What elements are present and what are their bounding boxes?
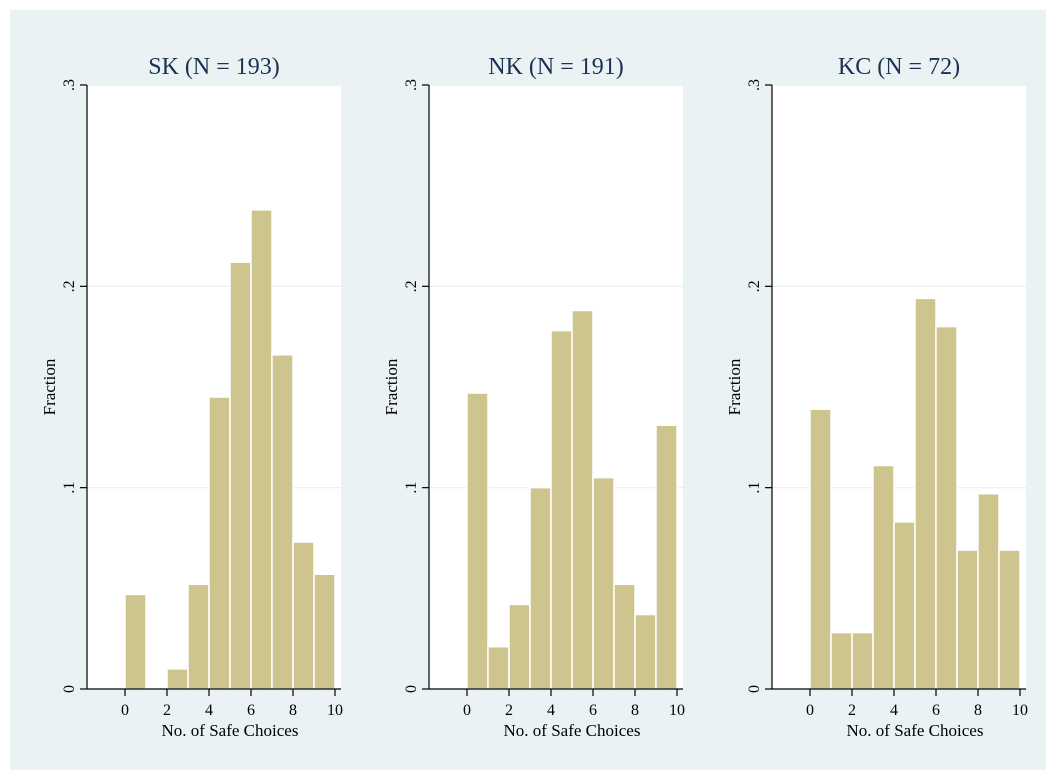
histogram-figure: 0 .1 .2 .3 0 2 4 6 8 10 No. of Safe Choices Fractio… — [40, 54, 1028, 740]
histogram-bar — [830, 631, 853, 690]
x-axis-label: No. of Safe Choices — [162, 721, 299, 740]
y-tick-label: .1 — [746, 482, 763, 494]
histogram-bar — [124, 593, 147, 690]
panel-title: KC (N = 72) — [838, 54, 960, 80]
x-tick-label: 0 — [806, 702, 814, 719]
histogram-bar — [634, 613, 657, 690]
histogram-bar — [893, 521, 916, 690]
x-tick-label: 10 — [327, 702, 343, 719]
histogram-bar — [166, 668, 189, 690]
y-tick-label: 0 — [61, 685, 78, 693]
histogram-bar — [313, 573, 336, 690]
x-tick-label: 10 — [669, 702, 685, 719]
y-tick-label: .2 — [746, 280, 763, 292]
histogram-bar — [809, 408, 832, 690]
x-tick-label: 4 — [547, 702, 555, 719]
x-tick-label: 2 — [505, 702, 513, 719]
histogram-bar — [571, 309, 594, 690]
histogram-bar — [208, 396, 231, 690]
y-axis-label: Fraction — [382, 358, 401, 415]
x-axis-label: No. of Safe Choices — [847, 721, 984, 740]
x-tick-label: 8 — [974, 702, 982, 719]
y-tick-label: .3 — [746, 79, 763, 91]
x-tick-label: 8 — [289, 702, 297, 719]
y-axis-label: Fraction — [40, 358, 59, 415]
y-tick-label: 0 — [746, 685, 763, 693]
y-tick-label: .3 — [61, 79, 78, 91]
x-tick-label: 2 — [848, 702, 856, 719]
histogram-bar — [271, 354, 294, 690]
histogram-bar — [250, 209, 273, 690]
histogram-bar — [935, 325, 958, 690]
histogram-bar — [529, 486, 552, 690]
y-tick-label: .3 — [403, 79, 420, 91]
histogram-panel: 0 .1 .2 .3 0 2 4 6 8 10 No. of Safe Choices Fractio… — [40, 54, 343, 740]
x-tick-label: 6 — [247, 702, 255, 719]
histogram-bar — [998, 549, 1021, 690]
histogram-bar — [466, 392, 489, 690]
histogram-bar — [655, 424, 678, 690]
x-tick-label: 6 — [589, 702, 597, 719]
histogram-bar — [292, 541, 315, 690]
histogram-bar — [956, 549, 979, 690]
x-tick-label: 2 — [163, 702, 171, 719]
x-tick-label: 0 — [463, 702, 471, 719]
histogram-panel: 0 .1 .2 .3 0 2 4 6 8 10 No. of Safe Choices Fractio… — [382, 54, 685, 740]
panel-title: SK (N = 193) — [148, 54, 280, 80]
x-tick-label: 0 — [121, 702, 129, 719]
x-tick-label: 4 — [890, 702, 898, 719]
y-axis-label: Fraction — [725, 358, 744, 415]
histogram-bar — [613, 583, 636, 690]
histogram-bar — [872, 464, 895, 690]
y-tick-label: .1 — [403, 482, 420, 494]
histogram-bar — [508, 603, 531, 690]
x-tick-label: 6 — [932, 702, 940, 719]
histogram-bar — [550, 329, 573, 690]
y-tick-label: .1 — [61, 482, 78, 494]
x-tick-label: 8 — [631, 702, 639, 719]
histogram-bar — [187, 583, 210, 690]
x-tick-label: 4 — [205, 702, 213, 719]
y-tick-label: .2 — [61, 280, 78, 292]
histogram-bar — [229, 261, 252, 690]
figure-background: 0 .1 .2 .3 0 2 4 6 8 10 No. of Safe Choices Fractio… — [10, 10, 1046, 770]
histogram-panel: 0 .1 .2 .3 0 2 4 6 8 10 No. of Safe Choices Fractio… — [725, 54, 1028, 740]
histogram-bar — [914, 297, 937, 690]
x-tick-label: 10 — [1012, 702, 1028, 719]
histogram-bar — [592, 476, 615, 690]
panel-title: NK (N = 191) — [488, 54, 624, 80]
x-axis-label: No. of Safe Choices — [504, 721, 641, 740]
histogram-bar — [977, 492, 1000, 690]
y-tick-label: .2 — [403, 280, 420, 292]
histogram-bar — [851, 631, 874, 690]
y-tick-label: 0 — [403, 685, 420, 693]
histogram-bar — [487, 645, 510, 690]
